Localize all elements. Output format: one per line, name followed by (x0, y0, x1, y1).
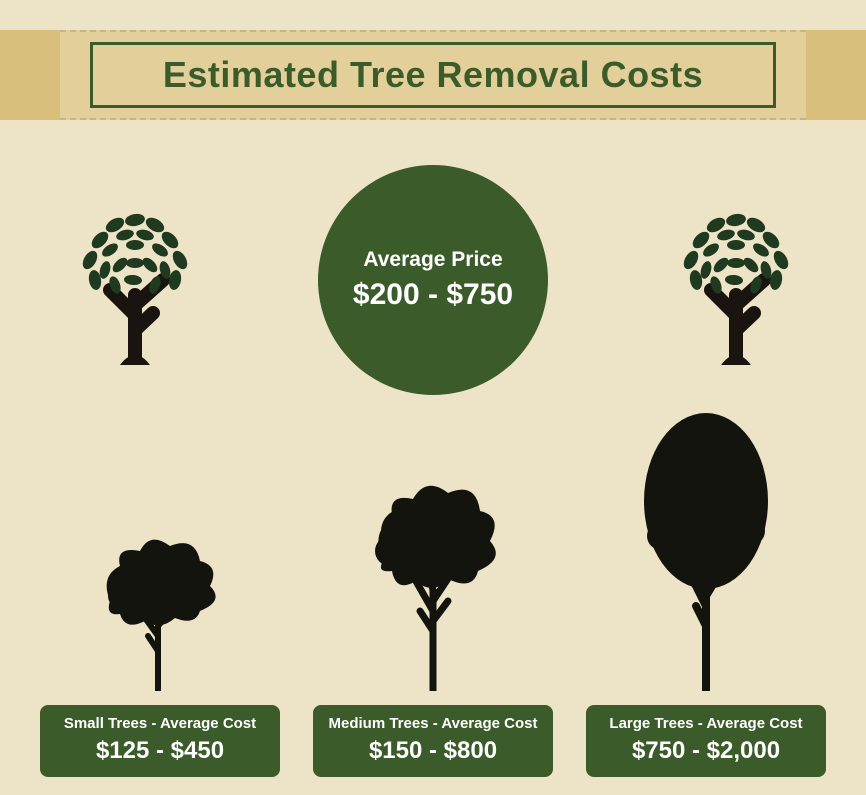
large-tree-price-box: Large Trees - Average Cost $750 - $2,000 (586, 705, 826, 777)
large-tree-column: Large Trees - Average Cost $750 - $2,000 (581, 406, 831, 777)
average-price-label: Average Price (363, 248, 502, 272)
small-tree-price-box: Small Trees - Average Cost $125 - $450 (40, 705, 280, 777)
medium-tree-silhouette (308, 471, 558, 691)
average-price-circle: Average Price $200 - $750 (318, 165, 548, 395)
page-title: Estimated Tree Removal Costs (163, 54, 703, 96)
medium-tree-price: $150 - $800 (321, 737, 545, 765)
large-tree-silhouette (581, 406, 831, 691)
small-tree-column: Small Trees - Average Cost $125 - $450 (35, 526, 285, 777)
small-tree-silhouette (35, 526, 285, 691)
header-tab-right (806, 30, 866, 120)
title-panel: Estimated Tree Removal Costs (90, 42, 776, 108)
medium-tree-price-box: Medium Trees - Average Cost $150 - $800 (313, 705, 553, 777)
tree-icon-left (55, 185, 215, 365)
small-tree-price: $125 - $450 (48, 737, 272, 765)
medium-tree-column: Medium Trees - Average Cost $150 - $800 (308, 471, 558, 777)
large-tree-label: Large Trees - Average Cost (594, 715, 818, 732)
average-price-value: $200 - $750 (353, 278, 513, 312)
content-area: Average Price $200 - $750 Small Trees - … (0, 150, 866, 795)
header-tab-left (0, 30, 60, 120)
small-tree-label: Small Trees - Average Cost (48, 715, 272, 732)
tree-icon-right (656, 185, 816, 365)
large-tree-price: $750 - $2,000 (594, 737, 818, 765)
medium-tree-label: Medium Trees - Average Cost (321, 715, 545, 732)
